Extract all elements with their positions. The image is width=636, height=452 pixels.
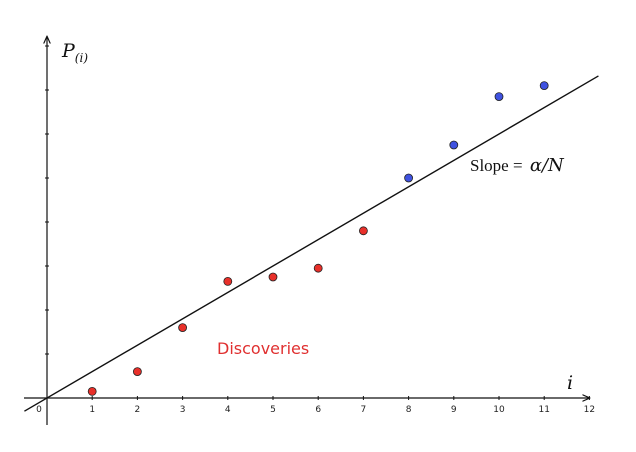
x-tick-label: 0 [36, 405, 42, 415]
data-point-red [223, 276, 233, 286]
x-axis-label: i [567, 372, 573, 394]
data-point-red [358, 226, 368, 236]
x-tick-label: 6 [315, 405, 321, 415]
data-point-blue [449, 140, 459, 150]
y-axis-label: P(i) [61, 40, 88, 65]
discoveries-annotation: Discoveries [217, 339, 309, 358]
data-points [87, 81, 549, 396]
x-tick-label: 3 [180, 405, 186, 415]
x-tick-label: 11 [538, 405, 549, 415]
data-point-red [87, 386, 97, 396]
data-point-blue [494, 92, 504, 101]
x-ticks [91, 396, 590, 400]
data-point-blue [404, 173, 414, 183]
x-tick-label: 2 [135, 405, 141, 415]
x-tick-label: 4 [225, 405, 231, 415]
data-point-red [313, 263, 323, 273]
x-tick-labels: 0 1 2 3 4 5 6 7 8 9 10 11 12 [36, 405, 595, 415]
fit-line [24, 75, 599, 412]
axes [24, 37, 589, 425]
data-point-red [178, 323, 188, 333]
x-tick-label: 8 [406, 405, 412, 415]
data-point-blue [539, 81, 549, 90]
data-point-red [268, 272, 278, 282]
x-tick-label: 5 [270, 405, 276, 415]
x-tick-label: 12 [584, 405, 595, 415]
slope-annotation: Slope = α/N [470, 155, 565, 176]
x-tick-label: 7 [361, 405, 367, 415]
x-tick-label: 9 [451, 405, 457, 415]
x-tick-label: 10 [493, 405, 505, 415]
data-point-red [132, 367, 142, 377]
y-ticks [45, 45, 49, 355]
x-tick-label: 1 [89, 405, 95, 415]
